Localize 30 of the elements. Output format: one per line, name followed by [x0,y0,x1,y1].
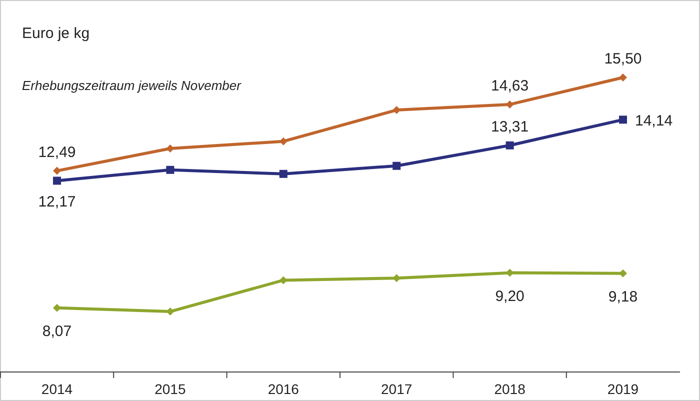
data-label: 9,18 [608,288,638,306]
x-tick-label: 2014 [41,381,73,397]
point [166,166,174,174]
point [166,144,174,152]
point [506,141,514,150]
x-tick-label: 2017 [381,381,412,397]
point [53,304,61,312]
point [279,170,288,178]
point [619,74,627,82]
text: Erhebungszeitraum jeweils November [22,78,242,93]
data-label: 14,63 [491,77,529,94]
data-label: 15,50 [604,50,642,68]
data-label: 14,14 [635,112,673,130]
data-label: 12,49 [38,144,76,161]
x-tick-label: 2015 [154,381,186,397]
x-tick-label: 2018 [494,381,526,397]
data-label: 12,17 [38,194,76,211]
data-label: 13,31 [491,118,529,136]
point [53,166,61,175]
y-axis-title: Euro je kg [22,25,90,42]
point [53,176,61,185]
point [279,276,288,284]
x-tick-label: 2016 [268,381,300,397]
point [166,308,174,316]
x-tick-label: 2019 [607,381,639,397]
point [619,269,627,278]
data-label: 8,07 [42,322,72,340]
data-label: 9,20 [495,288,524,305]
point [619,116,627,124]
point [392,162,401,170]
